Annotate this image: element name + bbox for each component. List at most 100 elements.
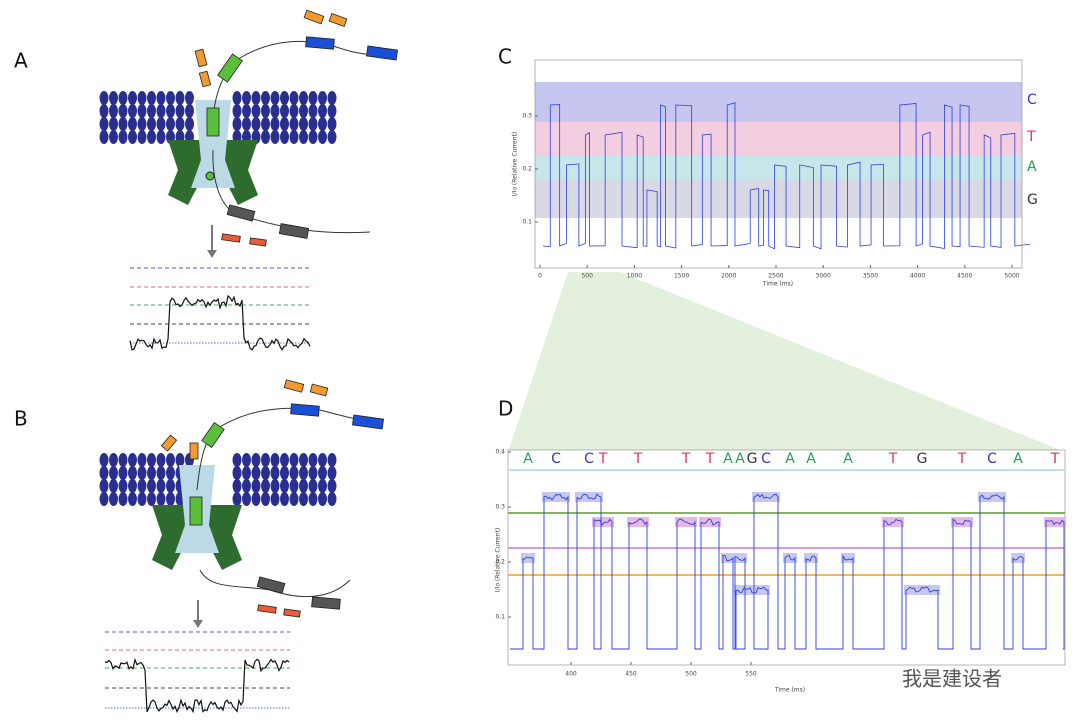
lipid	[118, 479, 128, 493]
zoom-wedge	[508, 272, 1065, 452]
lipid	[109, 117, 118, 131]
lipid	[308, 466, 318, 480]
lipid	[299, 453, 308, 467]
lipid	[175, 104, 185, 118]
x-axis-label: Time (ms)	[762, 281, 793, 288]
lipid	[261, 453, 270, 467]
base-label: G	[917, 451, 928, 467]
lipid	[232, 104, 242, 118]
lipid	[251, 479, 261, 493]
y-tick-label: 0.2	[522, 166, 532, 173]
lipid	[128, 466, 137, 480]
current-trace	[510, 493, 1065, 650]
lipid	[232, 117, 242, 131]
plot-frame	[534, 59, 1023, 269]
lipid	[128, 479, 137, 493]
lipid	[156, 91, 166, 105]
pore	[152, 505, 187, 570]
lipid	[327, 130, 337, 144]
lipid	[137, 104, 147, 118]
x-tick-label: 450	[625, 671, 637, 678]
lipid	[166, 453, 175, 467]
lipid	[99, 117, 109, 131]
lipid	[270, 453, 280, 467]
lipid	[166, 466, 175, 480]
y-tick-label: 0.1	[522, 219, 532, 226]
lipid	[327, 104, 337, 118]
lipid	[308, 492, 318, 506]
lipid	[166, 104, 175, 118]
lipid	[289, 492, 299, 506]
lipid	[118, 117, 128, 131]
lipid	[137, 117, 147, 131]
lipid	[99, 466, 109, 480]
domain	[290, 403, 320, 417]
lipid	[251, 492, 261, 506]
lipid	[308, 91, 318, 105]
y-tick-label: 0.1	[495, 614, 505, 621]
base-label: C	[1027, 92, 1037, 108]
lipid	[99, 104, 109, 118]
panel-label: C	[498, 45, 512, 69]
x-tick-label: 500	[685, 671, 697, 678]
lipid	[261, 104, 270, 118]
pore	[207, 505, 242, 570]
lipid	[261, 479, 270, 493]
lipid	[261, 466, 270, 480]
lipid	[128, 104, 137, 118]
lipid	[299, 492, 308, 506]
lipid	[289, 130, 299, 144]
lipid	[232, 492, 242, 506]
domain	[365, 45, 399, 61]
event-box	[841, 553, 855, 563]
lipid	[261, 91, 270, 105]
lipid	[270, 492, 280, 506]
lipid	[118, 91, 128, 105]
event-box	[904, 585, 940, 595]
base-label: T	[598, 451, 608, 467]
lipid	[242, 453, 251, 467]
lipid	[251, 117, 261, 131]
lipid	[280, 466, 289, 480]
event-box	[733, 553, 747, 563]
lipid	[156, 466, 166, 480]
level-band	[535, 180, 1022, 218]
lipid	[175, 453, 185, 467]
lipid	[156, 479, 166, 493]
pore	[223, 140, 258, 205]
event-box	[542, 492, 570, 502]
lipid	[137, 453, 147, 467]
channel	[191, 100, 235, 188]
lipid	[137, 91, 147, 105]
x-tick-label: 4000	[910, 273, 925, 280]
x-tick-label: 500	[581, 273, 593, 280]
lipid	[251, 91, 261, 105]
domain	[221, 233, 241, 243]
domain	[201, 421, 225, 449]
lipid	[147, 479, 156, 493]
lipid	[289, 91, 299, 105]
lipid	[128, 492, 137, 506]
watermark: 我是建设者	[902, 667, 1002, 691]
lipid	[318, 104, 327, 118]
lipid	[128, 91, 137, 105]
lipid	[242, 104, 251, 118]
current-trace	[129, 294, 311, 351]
event-box	[627, 517, 649, 527]
domain	[206, 107, 220, 137]
domain	[217, 53, 243, 83]
domain	[303, 9, 325, 25]
lipid	[318, 117, 327, 131]
domain	[198, 70, 212, 88]
lipid	[118, 130, 128, 144]
lipid	[128, 130, 137, 144]
event-box	[575, 492, 603, 502]
domain	[160, 434, 178, 452]
base-label: A	[735, 451, 745, 467]
lipid	[299, 130, 308, 144]
base-label: C	[987, 451, 997, 467]
x-tick-label: 4500	[957, 273, 972, 280]
base-label: A	[843, 451, 853, 467]
domain	[328, 12, 348, 28]
event-box	[592, 517, 614, 527]
